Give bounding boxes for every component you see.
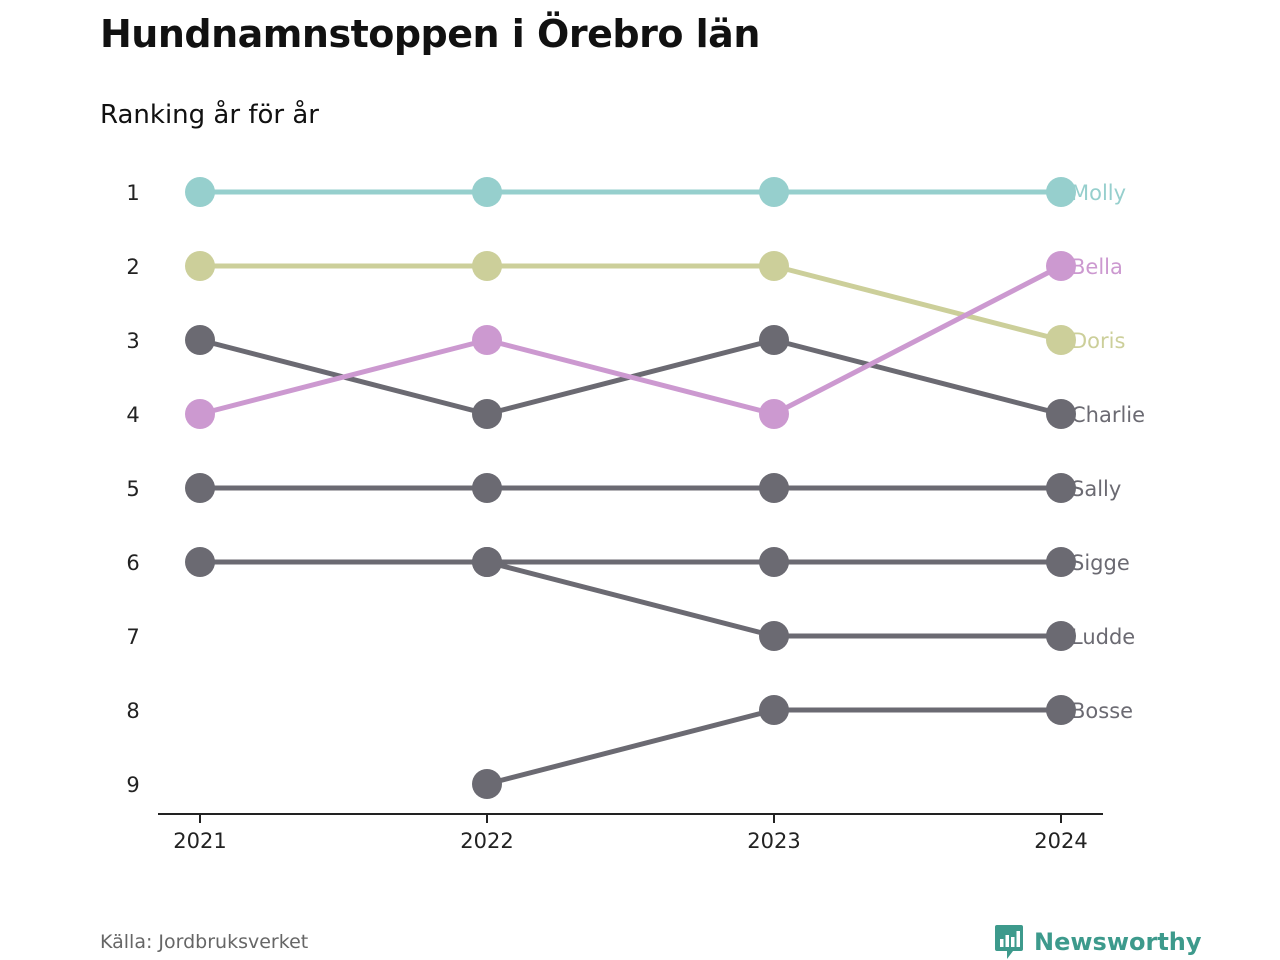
data-point-molly [472,177,502,207]
data-point-charlie [185,325,215,355]
bar-chart-speech-bubble-icon [995,925,1023,959]
data-point-charlie [472,399,502,429]
chart-title: Hundnamnstoppen i Örebro län [100,12,760,56]
source-note: Källa: Jordbruksverket [100,931,309,953]
data-point-doris [472,251,502,281]
data-point-sally [472,473,502,503]
y-tick-label: 3 [126,329,139,353]
x-tick-label: 2021 [173,829,226,853]
data-point-molly [185,177,215,207]
data-point-sigge [1046,547,1076,577]
data-point-molly [1046,177,1076,207]
series-label-sally: Sally [1071,477,1121,501]
series-label-charlie: Charlie [1071,403,1145,427]
data-point-charlie [759,325,789,355]
x-tick-label: 2022 [460,829,513,853]
slope-chart: 1 2 3 4 5 6 7 8 9 2021 2022 2023 2024 Sigge Sally Ludde… [126,177,1145,853]
data-point-bosse [472,769,502,799]
series-line-bella [199,263,1063,417]
y-tick-label: 1 [126,181,139,205]
data-point-doris [759,251,789,281]
data-point-bosse [1046,695,1076,725]
series-label-molly: Molly [1071,181,1126,205]
series-label-bella: Bella [1071,255,1123,279]
data-point-ludde [759,621,789,651]
data-point-sally [759,473,789,503]
data-point-bella [185,399,215,429]
data-point-molly [759,177,789,207]
data-point-sigge [185,547,215,577]
data-point-bella [472,325,502,355]
y-tick-label: 8 [126,699,139,723]
y-tick-label: 4 [126,403,139,427]
series-label-sigge: Sigge [1071,551,1130,575]
data-point-sigge [759,547,789,577]
data-point-doris [185,251,215,281]
data-point-bella [759,399,789,429]
y-tick-label: 2 [126,255,139,279]
series-label-doris: Doris [1071,329,1125,353]
data-point-bella [1046,251,1076,281]
brand-name: Newsworthy [1034,928,1202,956]
data-point-ludde [472,547,502,577]
series-label-bosse: Bosse [1071,699,1133,723]
data-point-bosse [759,695,789,725]
y-tick-label: 5 [126,477,139,501]
y-tick-label: 6 [126,551,139,575]
x-tick-label: 2023 [747,829,800,853]
series-label-ludde: Ludde [1071,625,1135,649]
data-point-charlie [1046,399,1076,429]
data-point-sally [1046,473,1076,503]
chart-subtitle: Ranking år för år [100,100,319,130]
data-point-ludde [1046,621,1076,651]
data-point-doris [1046,325,1076,355]
y-tick-label: 7 [126,625,139,649]
x-tick-label: 2024 [1034,829,1087,853]
data-point-sally [185,473,215,503]
series-line-doris [200,263,1062,343]
y-tick-label: 9 [126,773,139,797]
newsworthy-logo: Newsworthy [994,924,1202,960]
